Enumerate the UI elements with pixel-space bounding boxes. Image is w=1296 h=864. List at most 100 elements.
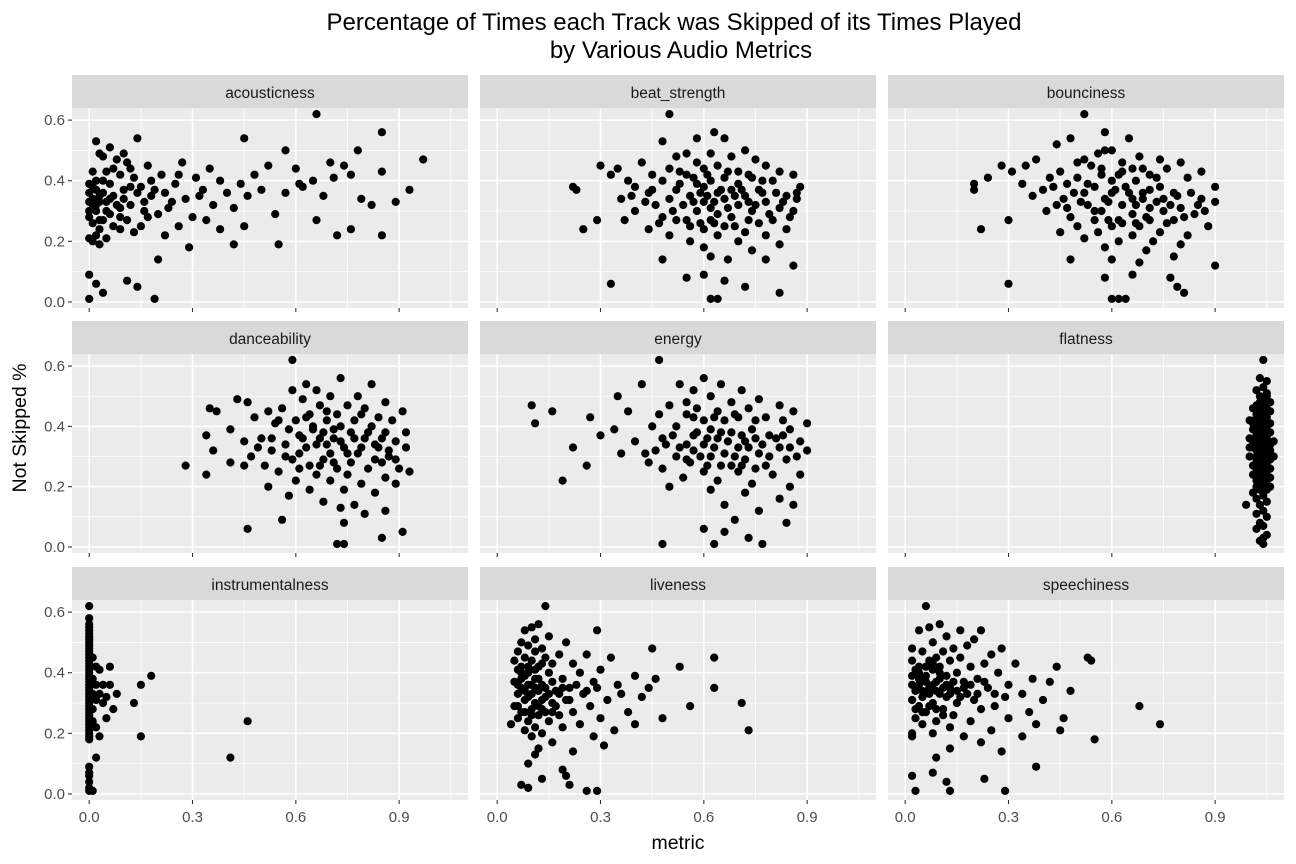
- data-point: [925, 689, 934, 699]
- data-point: [710, 197, 719, 206]
- data-point: [1252, 524, 1261, 534]
- data-point: [789, 261, 798, 270]
- data-point: [1269, 452, 1278, 461]
- data-point: [174, 222, 183, 231]
- data-point: [963, 641, 972, 650]
- data-point: [990, 689, 999, 699]
- data-point: [966, 717, 975, 726]
- data-point: [377, 231, 386, 240]
- data-point: [336, 437, 345, 446]
- data-point: [281, 188, 290, 197]
- data-point: [1063, 179, 1072, 188]
- data-point: [716, 461, 726, 470]
- data-point: [209, 200, 218, 210]
- data-point: [129, 698, 139, 708]
- data-point: [274, 240, 283, 249]
- facet-energy: energy: [480, 321, 876, 557]
- data-point: [1183, 173, 1192, 182]
- data-point: [747, 479, 757, 488]
- facet-instrumentalness: instrumentalness 0.0 0.2 0.4 0.6 0.0 0.3 0.6 0.9: [44, 567, 468, 826]
- data-point: [88, 237, 97, 246]
- data-point: [935, 668, 944, 677]
- facet-strip-label: speechiness: [1043, 577, 1129, 594]
- data-point: [980, 677, 989, 686]
- data-point: [686, 702, 695, 711]
- data-point: [675, 167, 684, 176]
- data-point: [727, 152, 736, 161]
- data-point: [544, 668, 554, 677]
- facet-strip: [72, 75, 468, 108]
- data-point: [682, 273, 691, 282]
- data-point: [785, 425, 795, 434]
- data-point: [312, 440, 321, 449]
- data-point: [758, 188, 767, 197]
- data-point: [222, 188, 232, 197]
- data-point: [696, 452, 705, 461]
- y-tick-label: 0.6: [44, 358, 65, 375]
- data-point: [1259, 449, 1268, 458]
- data-point: [644, 683, 653, 693]
- data-point: [630, 206, 640, 216]
- data-point: [703, 434, 712, 443]
- data-point: [510, 656, 519, 665]
- data-point: [357, 479, 366, 488]
- facet-strip: [72, 567, 468, 600]
- data-point: [692, 158, 702, 167]
- data-point: [765, 452, 774, 461]
- data-point: [95, 240, 104, 249]
- data-point: [644, 458, 653, 467]
- data-point: [548, 677, 557, 686]
- data-point: [716, 380, 726, 389]
- data-point: [1259, 407, 1268, 416]
- data-point: [551, 702, 560, 711]
- data-point: [524, 783, 533, 793]
- data-point: [665, 482, 674, 491]
- data-point: [98, 288, 108, 297]
- data-point: [1149, 237, 1158, 246]
- data-point: [226, 458, 235, 467]
- data-point: [720, 194, 729, 203]
- data-point: [706, 452, 715, 461]
- data-point: [1176, 203, 1185, 213]
- data-point: [123, 276, 132, 285]
- data-point: [744, 197, 753, 206]
- data-point: [582, 650, 591, 659]
- data-point: [699, 440, 708, 449]
- data-point: [658, 137, 667, 146]
- data-point: [164, 203, 173, 213]
- data-point: [970, 179, 979, 188]
- data-point: [105, 194, 114, 203]
- data-point: [381, 506, 390, 515]
- data-point: [1259, 383, 1268, 392]
- data-point: [706, 294, 715, 303]
- data-point: [966, 662, 975, 671]
- data-point: [388, 416, 397, 425]
- data-point: [1131, 200, 1140, 210]
- data-point: [925, 623, 934, 632]
- data-point: [696, 188, 705, 197]
- data-point: [1252, 509, 1261, 518]
- data-point: [939, 647, 948, 656]
- facet-acousticness: acousticness 0.0 0.2 0.4 0.6: [44, 75, 468, 312]
- data-point: [734, 237, 743, 246]
- data-point: [520, 708, 529, 717]
- facet-danceability: danceability 0.0 0.2 0.4 0.6: [44, 321, 468, 557]
- data-point: [1073, 158, 1082, 167]
- data-point: [765, 210, 774, 219]
- data-point: [720, 276, 729, 285]
- data-point: [1190, 210, 1199, 219]
- data-point: [1107, 294, 1116, 303]
- data-point: [288, 455, 297, 464]
- data-point: [1145, 185, 1154, 194]
- data-point: [312, 216, 321, 225]
- data-point: [730, 515, 739, 524]
- data-point: [648, 185, 657, 194]
- data-point: [1032, 720, 1041, 729]
- data-point: [160, 188, 170, 197]
- x-tick-label: 0.3: [590, 809, 611, 826]
- data-point: [921, 671, 931, 680]
- data-point: [295, 464, 304, 473]
- data-point: [1169, 216, 1178, 225]
- data-point: [1090, 182, 1099, 191]
- data-point: [1066, 134, 1075, 143]
